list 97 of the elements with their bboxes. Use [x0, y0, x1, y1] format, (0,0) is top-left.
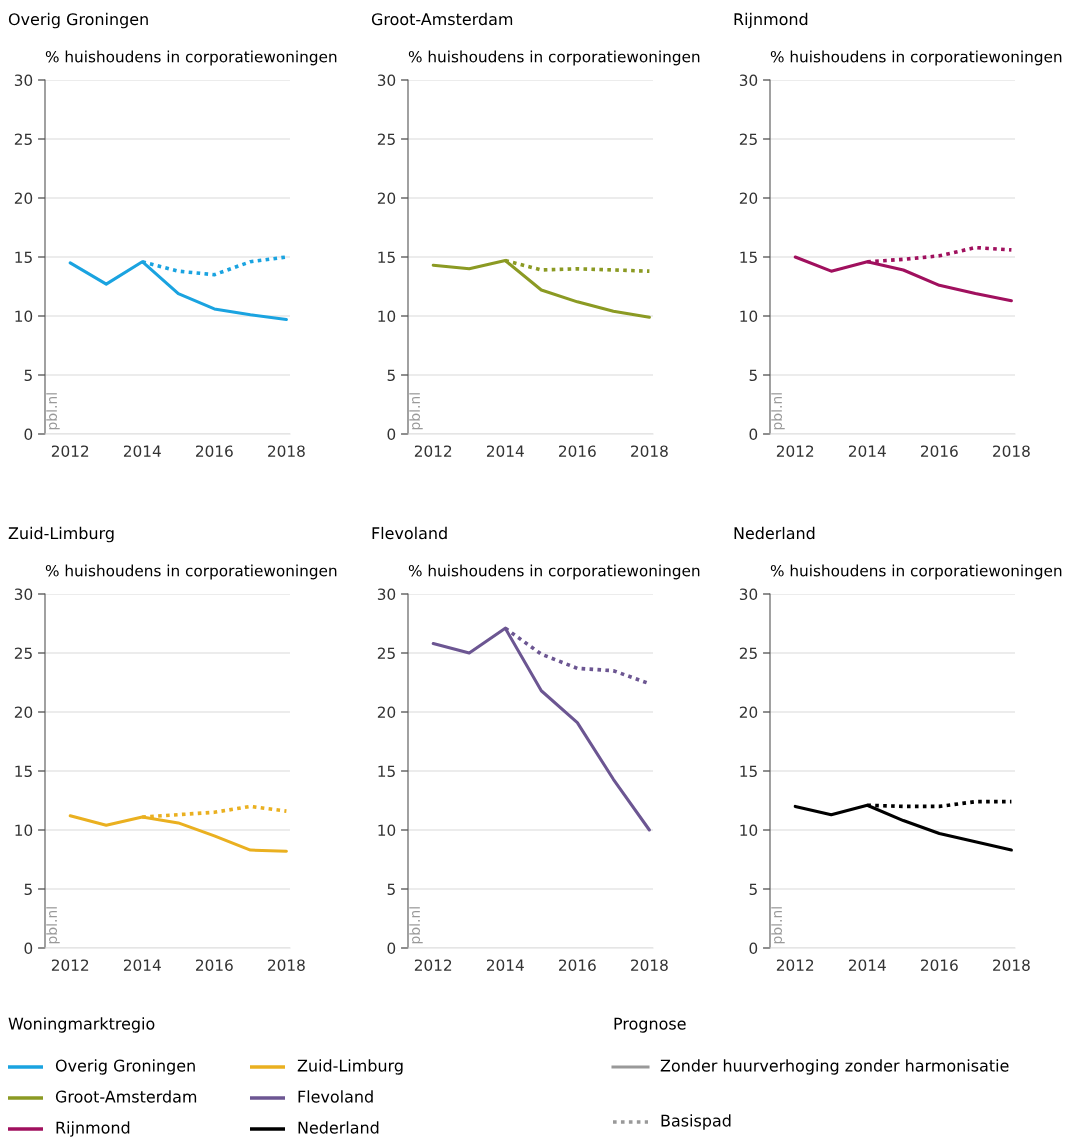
- y-tick-label: 25: [14, 133, 32, 146]
- chart-title: Overig Groningen: [8, 12, 148, 29]
- x-tick-label: 2016: [921, 959, 958, 971]
- x-tick-label: 2012: [51, 445, 89, 457]
- y-tick-label: 5: [24, 369, 32, 382]
- line-series: [431, 626, 651, 832]
- y-tick-label: 0: [387, 428, 396, 441]
- legend-label: Zuid-Limburg: [297, 1059, 403, 1075]
- y-tick-label: 20: [14, 192, 33, 205]
- legend-title: Prognose: [614, 1017, 686, 1033]
- y-tick-label: 5: [387, 369, 395, 382]
- x-tick-label: 2016: [196, 445, 233, 457]
- y-tick-label: 30: [377, 588, 396, 601]
- y-tick-label: 30: [14, 588, 33, 601]
- x-tick-label: 2014: [486, 959, 524, 971]
- chart-title: Rijnmond: [734, 12, 808, 29]
- x-tick-label: 2018: [268, 959, 305, 971]
- y-axis-title: % huishoudens in corporatiewoningen: [408, 50, 700, 66]
- annotation: pbl.nl: [409, 393, 423, 430]
- chart-title: Zuid-Limburg: [8, 526, 114, 543]
- y-tick-label: 20: [377, 192, 396, 205]
- x-tick-label: 2014: [486, 445, 524, 457]
- x-tick-label: 2014: [123, 445, 161, 457]
- x-tick-label: 2012: [414, 445, 452, 457]
- y-tick-label: 0: [749, 942, 758, 955]
- y-tick-label: 15: [740, 765, 757, 778]
- x-tick-label: 2018: [631, 959, 668, 971]
- x-tick-label: 2014: [848, 959, 886, 971]
- y-axis-title: % huishoudens in corporatiewoningen: [770, 564, 1062, 580]
- chart-title: Flevoland: [372, 526, 447, 540]
- y-tick-label: 25: [14, 647, 32, 660]
- y-axis-title: % huishoudens in corporatiewoningen: [770, 50, 1062, 66]
- annotation: pbl.nl: [46, 907, 60, 944]
- y-tick-label: 0: [387, 942, 396, 955]
- y-tick-label: 5: [749, 883, 757, 896]
- legend-label: Nederland: [298, 1121, 379, 1134]
- y-tick-label: 30: [377, 74, 396, 87]
- y-tick-label: 0: [749, 428, 758, 441]
- x-tick-label: 2012: [776, 445, 814, 457]
- y-tick-label: 25: [377, 133, 395, 146]
- legend-label: Rijnmond: [56, 1121, 130, 1137]
- legend-label: Groot-Amsterdam: [55, 1090, 197, 1103]
- line-series: [793, 803, 1013, 852]
- chart-title: Groot-Amsterdam: [371, 12, 513, 26]
- y-tick-label: 25: [377, 647, 395, 660]
- y-tick-label: 10: [378, 310, 396, 323]
- x-tick-label: 2014: [123, 959, 161, 971]
- y-tick-label: 25: [739, 133, 757, 146]
- y-tick-label: 20: [739, 706, 758, 719]
- annotation: pbl.nl: [46, 393, 60, 430]
- line-series: [431, 259, 651, 319]
- y-tick-label: 20: [14, 706, 33, 719]
- text: Woningmarktregio: [8, 1017, 155, 1033]
- x-tick-label: 2012: [414, 959, 452, 971]
- x-tick-label: 2018: [993, 959, 1030, 971]
- y-tick-label: 15: [740, 251, 757, 264]
- y-tick-label: 30: [739, 74, 758, 87]
- chart-title: Nederland: [734, 526, 815, 540]
- legend-label: Basispad: [661, 1114, 731, 1130]
- y-tick-label: 10: [740, 310, 758, 323]
- x-tick-label: 2018: [631, 445, 668, 457]
- y-tick-label: 15: [15, 765, 32, 778]
- x-tick-label: 2018: [993, 445, 1030, 457]
- y-tick-label: 5: [387, 883, 395, 896]
- y-tick-label: 20: [377, 706, 396, 719]
- y-tick-label: 10: [15, 310, 33, 323]
- y-tick-label: 5: [24, 883, 32, 896]
- legend-label: Flevoland: [298, 1090, 373, 1103]
- y-tick-label: 10: [378, 824, 396, 837]
- annotation: pbl.nl: [409, 907, 423, 944]
- y-tick-label: 25: [739, 647, 757, 660]
- x-tick-label: 2012: [776, 959, 814, 971]
- legend-label: Zonder huurverhoging zonder harmonisatie: [660, 1059, 1009, 1075]
- y-tick-label: 10: [15, 824, 33, 837]
- x-tick-label: 2016: [559, 445, 596, 457]
- y-tick-label: 0: [24, 942, 33, 955]
- y-tick-label: 15: [15, 251, 32, 264]
- x-tick-label: 2016: [196, 959, 233, 971]
- x-tick-label: 2014: [848, 445, 886, 457]
- y-tick-label: 30: [739, 588, 758, 601]
- y-tick-label: 15: [378, 765, 395, 778]
- annotation: pbl.nl: [771, 907, 785, 944]
- x-tick-label: 2016: [559, 959, 596, 971]
- y-axis-title: % huishoudens in corporatiewoningen: [45, 564, 337, 580]
- x-tick-label: 2016: [921, 445, 958, 457]
- legend-label: Overig Groningen: [55, 1059, 195, 1075]
- y-tick-label: 20: [739, 192, 758, 205]
- x-tick-label: 2018: [268, 445, 305, 457]
- y-tick-label: 0: [24, 428, 33, 441]
- annotation: pbl.nl: [771, 393, 785, 430]
- y-axis-title: % huishoudens in corporatiewoningen: [45, 50, 337, 66]
- y-axis-title: % huishoudens in corporatiewoningen: [408, 564, 700, 580]
- y-tick-label: 30: [14, 74, 33, 87]
- y-tick-label: 10: [740, 824, 758, 837]
- y-tick-label: 5: [749, 369, 757, 382]
- y-tick-label: 15: [378, 251, 395, 264]
- x-tick-label: 2012: [51, 959, 89, 971]
